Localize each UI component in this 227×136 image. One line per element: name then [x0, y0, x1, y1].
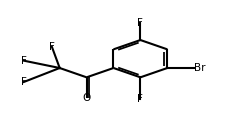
Text: F: F	[21, 56, 27, 66]
Text: F: F	[138, 18, 143, 28]
Text: O: O	[82, 93, 91, 103]
Text: F: F	[21, 77, 27, 87]
Text: F: F	[49, 42, 55, 52]
Text: Br: Br	[194, 63, 206, 73]
Text: F: F	[138, 94, 143, 104]
